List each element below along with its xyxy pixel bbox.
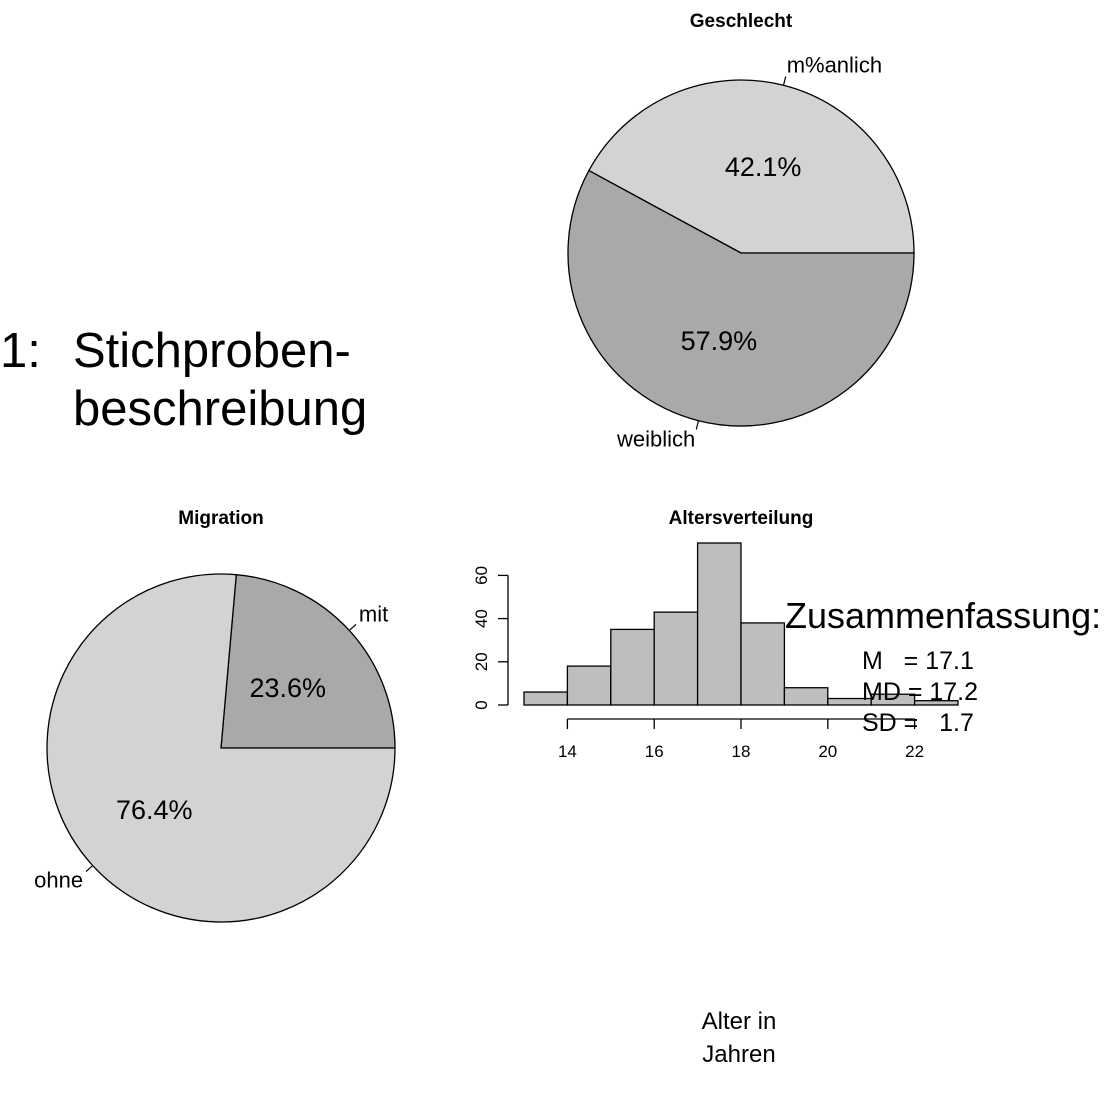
pie-percent-m-anlich: 42.1% xyxy=(725,152,802,182)
histogram-bar-19-20 xyxy=(783,687,829,706)
histogram-bar-15-16 xyxy=(610,628,655,706)
histogram-x-label-line-2: Jahren xyxy=(702,1041,775,1068)
pie-label-mit: mit xyxy=(359,602,388,627)
pie-slice-m-anlich xyxy=(587,79,915,254)
pie-percent-weiblich: 57.9% xyxy=(681,326,758,356)
y-tick-label-40: 40 xyxy=(472,609,491,628)
histogram-bar-18-19 xyxy=(740,622,786,706)
summary-stat-sd: SD = 1.7 xyxy=(862,709,974,737)
y-tick-label-0: 0 xyxy=(472,700,491,709)
pie-label-ohne: ohne xyxy=(34,867,83,892)
y-tick-label-60: 60 xyxy=(472,566,491,585)
x-tick-label-14: 14 xyxy=(558,742,577,761)
slide-title-line-2: beschreibung xyxy=(73,382,368,436)
pie-slice-ohne xyxy=(46,573,396,923)
histogram-bar-16-17 xyxy=(653,611,699,706)
histogram-title: Altersverteilung xyxy=(669,508,814,529)
x-tick-label-16: 16 xyxy=(645,742,664,761)
histogram-bar-13-14 xyxy=(523,691,569,706)
pie-label-m-anlich: m%anlich xyxy=(787,53,882,78)
pie-title-migration: Migration xyxy=(178,508,264,529)
histogram-x-label-line-1: Alter in xyxy=(702,1008,777,1035)
histogram-bar-21-22 xyxy=(870,693,916,706)
summary-stat-mean: M = 17.1 xyxy=(862,647,974,675)
histogram-bar-22-23 xyxy=(913,700,959,706)
x-tick-label-20: 20 xyxy=(818,742,837,761)
pie-label-tick-weiblich xyxy=(695,420,700,430)
pie-label-tick-ohne xyxy=(85,865,94,873)
pie-label-tick-mit xyxy=(348,623,357,631)
pie-slice-mit xyxy=(220,573,396,749)
pie-label-weiblich: weiblich xyxy=(616,426,695,451)
pie-percent-mit: 23.6% xyxy=(249,673,326,703)
summary-box: Zusammenfassung: M = 17.1 MD = 17.2 SD =… xyxy=(785,594,1102,737)
histogram-bar-14-15 xyxy=(566,665,612,706)
summary-heading: Zusammenfassung: xyxy=(785,595,1102,636)
pie-label-tick-m-anlich xyxy=(782,76,787,86)
pie-percent-ohne: 76.4% xyxy=(116,795,193,825)
x-tick-label-22: 22 xyxy=(905,742,924,761)
x-tick-label-18: 18 xyxy=(732,742,751,761)
slide-title-line-1: Stichproben- xyxy=(73,324,351,378)
y-tick-label-20: 20 xyxy=(472,652,491,671)
summary-stat-median: MD = 17.2 xyxy=(862,678,979,706)
pie-title-geschlecht: Geschlecht xyxy=(690,11,793,32)
histogram-bar-17-18 xyxy=(696,542,742,706)
slide-number: 1: xyxy=(0,324,41,378)
